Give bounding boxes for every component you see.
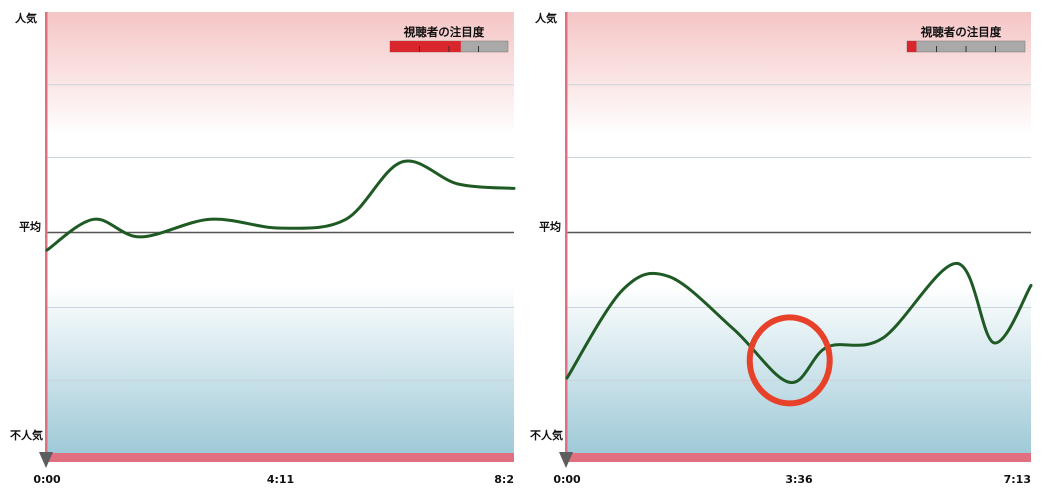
x-tick-label: 3:36 — [785, 473, 813, 485]
timeline-bar — [567, 453, 1031, 462]
y-label-middle: 平均 — [19, 220, 41, 234]
attention-meter-fill — [390, 41, 461, 52]
y-label-top: 人気 — [535, 11, 557, 25]
y-label-middle: 平均 — [539, 220, 561, 234]
x-tick-label: 0:00 — [553, 473, 581, 485]
attention-meter-label: 視聴者の注目度 — [403, 25, 485, 39]
attention-meter-fill — [907, 41, 917, 52]
timeline-bar — [47, 453, 514, 462]
x-tick-label: 8:2 — [494, 473, 514, 485]
y-label-bottom: 不人気 — [10, 428, 43, 442]
y-label-bottom: 不人気 — [530, 428, 563, 442]
y-axis-line — [45, 12, 48, 461]
x-tick-label: 0:00 — [33, 473, 61, 485]
playhead-icon — [559, 452, 573, 468]
y-label-top: 人気 — [15, 11, 37, 25]
playhead-icon — [39, 452, 53, 468]
series-line — [565, 261, 1033, 384]
highlight-circle — [746, 314, 833, 407]
series-line — [45, 159, 516, 252]
x-tick-label: 7:13 — [1004, 473, 1031, 485]
y-axis-line — [565, 12, 568, 461]
x-tick-label: 4:11 — [267, 473, 294, 485]
attention-meter-label: 視聴者の注目度 — [920, 25, 1002, 39]
